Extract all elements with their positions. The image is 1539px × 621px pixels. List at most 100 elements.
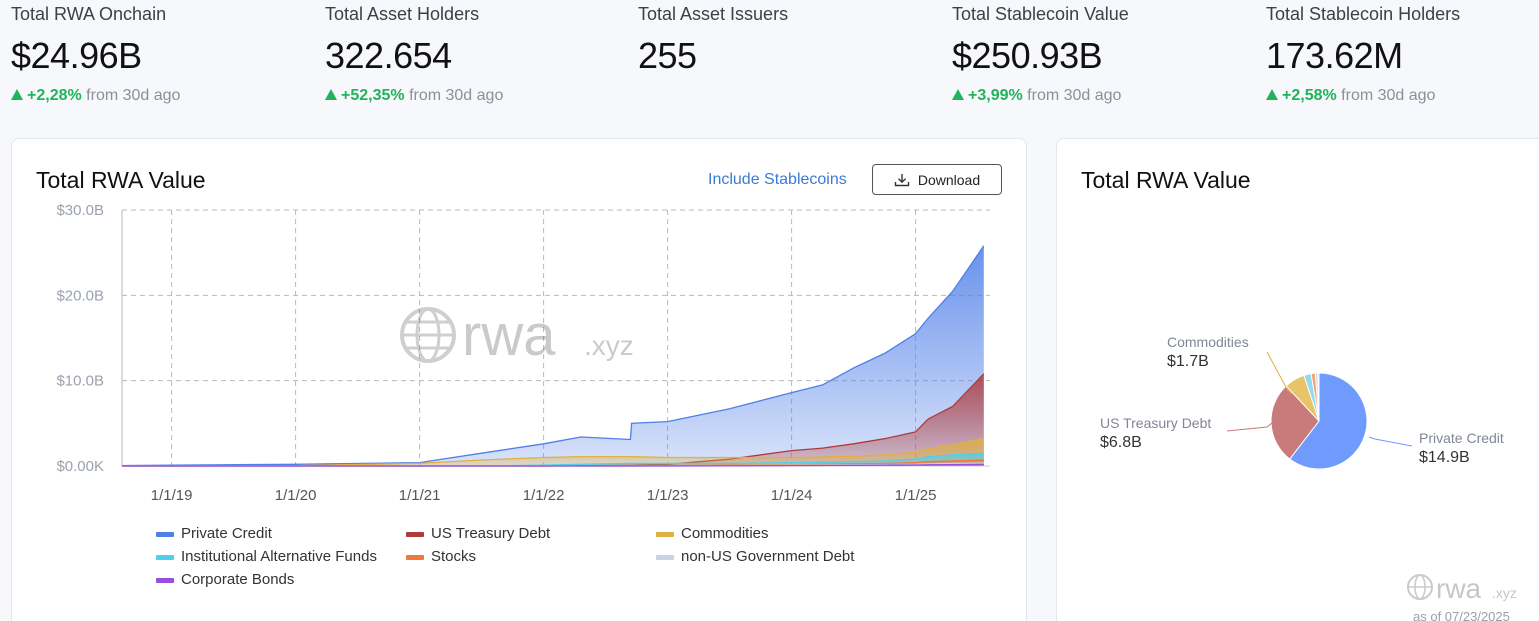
y-tick-label: $20.0B <box>56 287 104 304</box>
up-triangle-icon <box>11 89 23 100</box>
pie-slice-private-credit[interactable] <box>1289 372 1368 470</box>
pie-label-name: Commodities <box>1167 334 1249 350</box>
legend-label: Stocks <box>431 548 477 565</box>
legend-label: Corporate Bonds <box>181 571 295 588</box>
area-commodities <box>122 438 984 466</box>
change-suffix: from 30d ago <box>1341 87 1436 104</box>
legend-label: Institutional Alternative Funds <box>181 548 377 565</box>
x-tick-label: 1/1/20 <box>275 487 317 504</box>
legend-swatch <box>156 531 174 537</box>
stat-total-stablecoin-holders: Total Stablecoin Holders 173.62M +2,58% … <box>1266 4 1460 105</box>
change-suffix: from 30d ago <box>86 87 181 104</box>
pie-label-name: US Treasury Debt <box>1100 415 1212 431</box>
pie-label-value: $1.7B <box>1167 353 1209 370</box>
stat-total-asset-holders: Total Asset Holders 322.654 +52,35% from… <box>325 4 503 105</box>
area-private-credit <box>122 245 984 466</box>
legend-item-stocks[interactable]: Stocks <box>406 548 476 565</box>
leader-line-commodities <box>1266 351 1293 395</box>
legend-label: Commodities <box>681 525 769 542</box>
stat-change: +2,28% from 30d ago <box>11 87 180 105</box>
legend-item-institutional-alternative-funds[interactable]: Institutional Alternative Funds <box>156 548 377 565</box>
line-corporate-bonds <box>122 463 984 467</box>
stat-total-rwa-onchain: Total RWA Onchain $24.96B +2,28% from 30… <box>11 4 180 105</box>
legend-item-commodities[interactable]: Commodities <box>656 525 769 542</box>
stat-change: +3,99% from 30d ago <box>952 87 1129 105</box>
pie-label-name: Private Credit <box>1419 430 1504 446</box>
logo-text: rwa <box>1436 573 1482 604</box>
rwa-watermark: rwa .xyz <box>400 303 634 368</box>
line-commodities <box>122 438 984 467</box>
rwa-logo-small: rwa .xyz <box>1407 573 1517 604</box>
stat-value: $250.93B <box>952 35 1103 76</box>
globe-icon <box>400 307 456 363</box>
leader-line-private-credit <box>1368 436 1413 447</box>
as-of-date: as of 07/23/2025 <box>1413 609 1510 621</box>
pie-label-value: $14.9B <box>1419 449 1470 466</box>
legend-swatch <box>156 577 174 583</box>
stat-label: Total Asset Holders <box>325 4 480 24</box>
stat-label: Total Stablecoin Value <box>952 4 1129 24</box>
y-tick-label: $10.0B <box>56 373 104 390</box>
stat-total-stablecoin-value: Total Stablecoin Value $250.93B +3,99% f… <box>952 4 1129 105</box>
watermark-text: rwa <box>462 303 556 368</box>
up-triangle-icon <box>1266 89 1278 100</box>
x-tick-label: 1/1/23 <box>647 487 689 504</box>
legend-item-private-credit[interactable]: Private Credit <box>156 525 272 542</box>
leader-lines <box>1226 351 1413 447</box>
download-label: Download <box>917 171 981 188</box>
y-tick-label: $0.00K <box>56 458 104 475</box>
legend-swatch <box>656 554 674 560</box>
stat-value: 255 <box>638 35 697 76</box>
x-tick-label: 1/1/21 <box>399 487 441 504</box>
y-tick-label: $30.0B <box>56 202 104 219</box>
legend-swatch <box>406 554 424 560</box>
legend-label: non-US Government Debt <box>681 548 855 565</box>
leader-line-us-treasury-debt <box>1226 418 1278 432</box>
stat-label: Total Stablecoin Holders <box>1266 4 1461 24</box>
legend-swatch <box>656 531 674 537</box>
up-triangle-icon <box>325 89 337 100</box>
globe-icon <box>1407 574 1433 600</box>
watermark-suffix: .xyz <box>584 330 634 361</box>
pie-label-value: $6.8B <box>1100 434 1142 451</box>
legend-item-corporate-bonds[interactable]: Corporate Bonds <box>156 571 294 588</box>
legend-label: Private Credit <box>181 525 272 542</box>
rwa-value-pie-card: Total RWA Value Commodities $1.7B US Tre… <box>1056 138 1539 621</box>
rwa-value-chart-card: Total RWA Value Include Stablecoins Down… <box>11 138 1027 621</box>
download-button[interactable]: Download <box>872 164 1002 195</box>
stat-value: $24.96B <box>11 35 142 76</box>
x-tick-label: 1/1/25 <box>895 487 937 504</box>
stat-label: Total Asset Issuers <box>638 4 789 24</box>
change-percent: +2,58% <box>1282 87 1337 104</box>
legend-item-us-treasury-debt[interactable]: US Treasury Debt <box>406 525 550 542</box>
legend-label: US Treasury Debt <box>431 525 551 542</box>
x-tick-label: 1/1/24 <box>771 487 813 504</box>
change-percent: +52,35% <box>341 87 405 104</box>
area-corporate-bonds <box>122 464 984 466</box>
x-tick-label: 1/1/19 <box>151 487 193 504</box>
pie-slice-corporate-bonds[interactable] <box>1317 372 1320 422</box>
pie-chart <box>1226 351 1413 470</box>
change-percent: +3,99% <box>968 87 1023 104</box>
card-title: Total RWA Value <box>1081 167 1251 193</box>
legend-item-non-us-government-debt[interactable]: non-US Government Debt <box>656 548 854 565</box>
area-chart: rwa .xyz $0.00K $10.0B $20.0B $30.0B 1/1/19 1… <box>56 202 990 504</box>
change-percent: +2,28% <box>27 87 82 104</box>
legend-swatch <box>156 554 174 560</box>
up-triangle-icon <box>952 89 964 100</box>
change-suffix: from 30d ago <box>1027 87 1122 104</box>
stat-value: 173.62M <box>1266 35 1403 76</box>
stat-change: +52,35% from 30d ago <box>325 87 503 105</box>
download-icon <box>894 173 910 186</box>
card-title: Total RWA Value <box>36 167 206 193</box>
logo-suffix: .xyz <box>1492 585 1517 601</box>
line-private-credit <box>121 245 985 467</box>
change-suffix: from 30d ago <box>409 87 504 104</box>
stat-label: Total RWA Onchain <box>11 4 167 24</box>
stat-value: 322.654 <box>325 35 452 76</box>
x-tick-label: 1/1/22 <box>523 487 565 504</box>
legend-swatch <box>406 531 424 537</box>
stat-total-asset-issuers: Total Asset Issuers 255 <box>638 4 788 77</box>
stat-change: +2,58% from 30d ago <box>1266 87 1460 105</box>
include-stablecoins-link[interactable]: Include Stablecoins <box>708 171 847 188</box>
